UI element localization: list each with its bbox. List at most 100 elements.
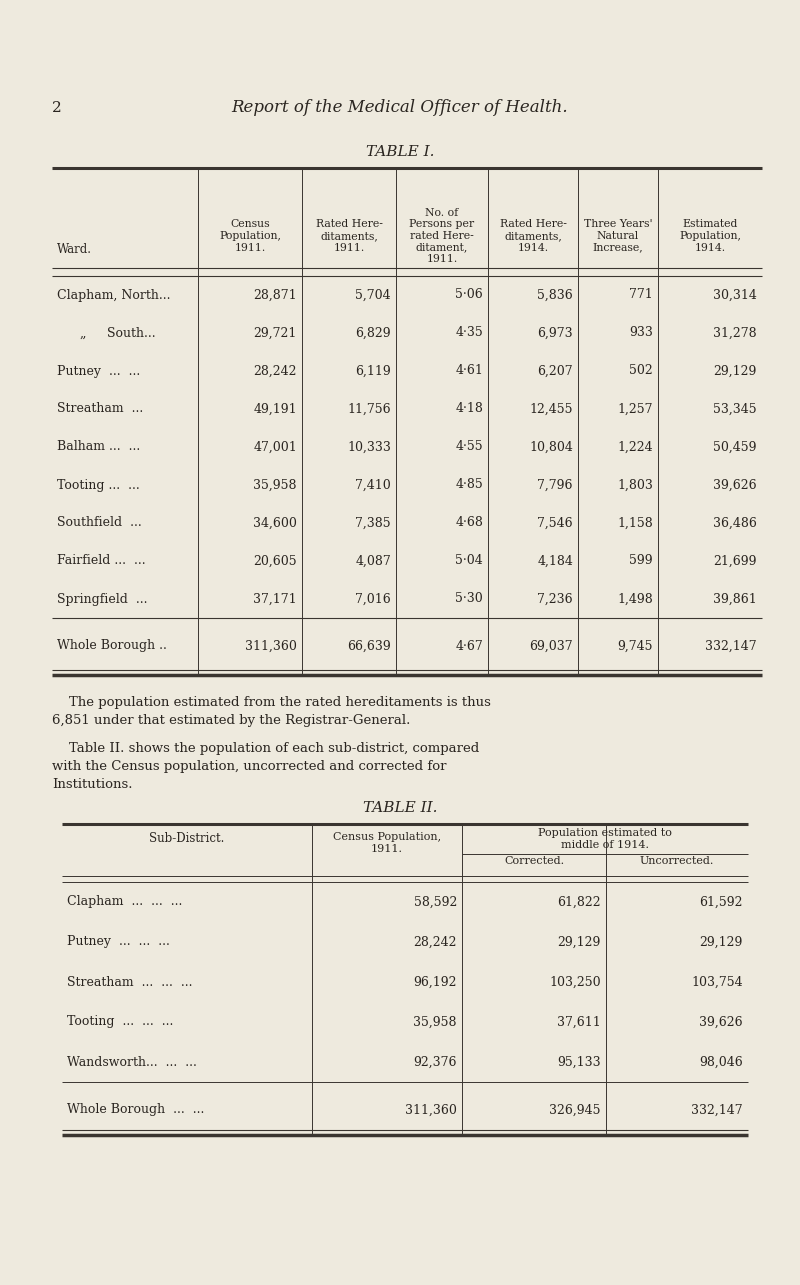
Text: 92,376: 92,376 <box>414 1055 457 1069</box>
Text: 95,133: 95,133 <box>558 1055 601 1069</box>
Text: 39,861: 39,861 <box>714 592 757 605</box>
Text: 11,756: 11,756 <box>347 402 391 415</box>
Text: 771: 771 <box>630 289 653 302</box>
Text: Putney  ...  ...  ...: Putney ... ... ... <box>67 935 170 948</box>
Text: „   South...: „ South... <box>80 326 156 339</box>
Text: Springfield  ...: Springfield ... <box>57 592 147 605</box>
Text: Sub-District.: Sub-District. <box>150 831 225 846</box>
Text: 5,704: 5,704 <box>355 289 391 302</box>
Text: 326,945: 326,945 <box>550 1104 601 1117</box>
Text: 10,333: 10,333 <box>347 441 391 454</box>
Text: 12,455: 12,455 <box>530 402 573 415</box>
Text: 332,147: 332,147 <box>706 640 757 653</box>
Text: 332,147: 332,147 <box>691 1104 743 1117</box>
Text: 599: 599 <box>630 555 653 568</box>
Text: with the Census population, uncorrected and corrected for: with the Census population, uncorrected … <box>52 759 446 774</box>
Text: 31,278: 31,278 <box>714 326 757 339</box>
Text: Clapham, North...: Clapham, North... <box>57 289 170 302</box>
Text: Institutions.: Institutions. <box>52 777 133 792</box>
Text: 4·61: 4·61 <box>455 365 483 378</box>
Text: No. of
Persons per
rated Here-
ditament,
1911.: No. of Persons per rated Here- ditament,… <box>410 208 474 265</box>
Text: 98,046: 98,046 <box>699 1055 743 1069</box>
Text: 7,016: 7,016 <box>355 592 391 605</box>
Text: 1,158: 1,158 <box>618 517 653 529</box>
Text: 29,129: 29,129 <box>700 935 743 948</box>
Text: Clapham  ...  ...  ...: Clapham ... ... ... <box>67 896 182 908</box>
Text: 58,592: 58,592 <box>414 896 457 908</box>
Text: Wandsworth...  ...  ...: Wandsworth... ... ... <box>67 1055 197 1069</box>
Text: 10,804: 10,804 <box>529 441 573 454</box>
Text: 66,639: 66,639 <box>347 640 391 653</box>
Text: Streatham  ...  ...  ...: Streatham ... ... ... <box>67 975 193 988</box>
Text: Ward.: Ward. <box>57 243 92 256</box>
Text: 5·30: 5·30 <box>455 592 483 605</box>
Text: 103,250: 103,250 <box>550 975 601 988</box>
Text: 6,829: 6,829 <box>355 326 391 339</box>
Text: 1,498: 1,498 <box>618 592 653 605</box>
Text: TABLE II.: TABLE II. <box>362 801 438 815</box>
Text: 53,345: 53,345 <box>714 402 757 415</box>
Text: TABLE I.: TABLE I. <box>366 145 434 159</box>
Text: 933: 933 <box>629 326 653 339</box>
Text: 9,745: 9,745 <box>618 640 653 653</box>
Text: Southfield  ...: Southfield ... <box>57 517 142 529</box>
Text: 7,385: 7,385 <box>355 517 391 529</box>
Text: Tooting  ...  ...  ...: Tooting ... ... ... <box>67 1015 174 1028</box>
Text: 4,087: 4,087 <box>355 555 391 568</box>
Text: 4·35: 4·35 <box>455 326 483 339</box>
Text: Table II. shows the population of each sub-district, compared: Table II. shows the population of each s… <box>52 741 479 756</box>
Text: 6,207: 6,207 <box>538 365 573 378</box>
Text: 39,626: 39,626 <box>714 478 757 491</box>
Text: 103,754: 103,754 <box>691 975 743 988</box>
Text: 1,803: 1,803 <box>617 478 653 491</box>
Text: 7,546: 7,546 <box>538 517 573 529</box>
Text: 47,001: 47,001 <box>254 441 297 454</box>
Text: Census
Population,
1911.: Census Population, 1911. <box>219 220 281 253</box>
Text: 28,242: 28,242 <box>414 935 457 948</box>
Text: 5,836: 5,836 <box>538 289 573 302</box>
Text: Rated Here-
ditaments,
1914.: Rated Here- ditaments, 1914. <box>499 220 566 253</box>
Text: 61,592: 61,592 <box>699 896 743 908</box>
Text: 39,626: 39,626 <box>699 1015 743 1028</box>
Text: 4·68: 4·68 <box>455 517 483 529</box>
Text: 30,314: 30,314 <box>713 289 757 302</box>
Text: 69,037: 69,037 <box>530 640 573 653</box>
Text: 21,699: 21,699 <box>714 555 757 568</box>
Text: 4,184: 4,184 <box>537 555 573 568</box>
Text: 5·06: 5·06 <box>455 289 483 302</box>
Text: 2: 2 <box>52 102 62 114</box>
Text: 4·55: 4·55 <box>455 441 483 454</box>
Text: Uncorrected.: Uncorrected. <box>640 856 714 866</box>
Text: 28,242: 28,242 <box>254 365 297 378</box>
Text: Whole Borough  ...  ...: Whole Borough ... ... <box>67 1104 204 1117</box>
Text: The population estimated from the rated hereditaments is thus: The population estimated from the rated … <box>52 696 491 709</box>
Text: 50,459: 50,459 <box>714 441 757 454</box>
Text: 1,257: 1,257 <box>618 402 653 415</box>
Text: 37,611: 37,611 <box>558 1015 601 1028</box>
Text: 4·85: 4·85 <box>455 478 483 491</box>
Text: Tooting ...  ...: Tooting ... ... <box>57 478 140 491</box>
Text: Fairfield ...  ...: Fairfield ... ... <box>57 555 146 568</box>
Text: 4·67: 4·67 <box>455 640 483 653</box>
Text: 6,973: 6,973 <box>538 326 573 339</box>
Text: 29,129: 29,129 <box>714 365 757 378</box>
Text: Report of the Medical Officer of Health.: Report of the Medical Officer of Health. <box>232 99 568 117</box>
Text: Corrected.: Corrected. <box>504 856 564 866</box>
Text: 29,721: 29,721 <box>254 326 297 339</box>
Text: 61,822: 61,822 <box>558 896 601 908</box>
Text: 311,360: 311,360 <box>245 640 297 653</box>
Text: Streatham  ...: Streatham ... <box>57 402 143 415</box>
Text: 28,871: 28,871 <box>254 289 297 302</box>
Text: 7,796: 7,796 <box>538 478 573 491</box>
Text: 502: 502 <box>630 365 653 378</box>
Text: Three Years'
Natural
Increase,: Three Years' Natural Increase, <box>584 220 652 253</box>
Text: 5·04: 5·04 <box>455 555 483 568</box>
Text: Census Population,
1911.: Census Population, 1911. <box>333 831 441 853</box>
Text: 7,410: 7,410 <box>355 478 391 491</box>
Text: 37,171: 37,171 <box>254 592 297 605</box>
Text: 35,958: 35,958 <box>254 478 297 491</box>
Text: 35,958: 35,958 <box>414 1015 457 1028</box>
Text: 6,119: 6,119 <box>355 365 391 378</box>
Text: 311,360: 311,360 <box>405 1104 457 1117</box>
Text: Rated Here-
ditaments,
1911.: Rated Here- ditaments, 1911. <box>315 220 382 253</box>
